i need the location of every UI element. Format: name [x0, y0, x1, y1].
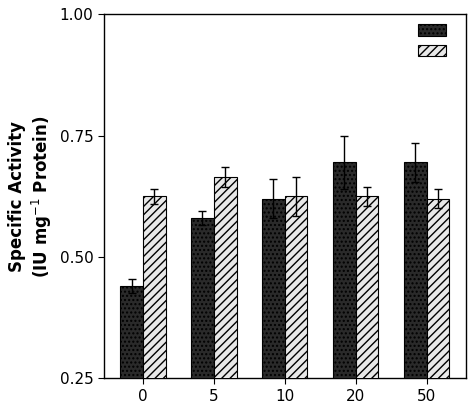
- Bar: [404, 162, 427, 412]
- Y-axis label: Specific Activity
(IU mg$^{-1}$ Protein): Specific Activity (IU mg$^{-1}$ Protein): [9, 115, 54, 278]
- Bar: [356, 196, 378, 412]
- Bar: [191, 218, 214, 412]
- Legend: , : ,: [414, 21, 459, 61]
- Bar: [214, 177, 237, 412]
- Bar: [262, 199, 285, 412]
- Bar: [285, 196, 308, 412]
- Bar: [143, 196, 165, 412]
- Bar: [427, 199, 449, 412]
- Bar: [120, 286, 143, 412]
- Bar: [333, 162, 356, 412]
